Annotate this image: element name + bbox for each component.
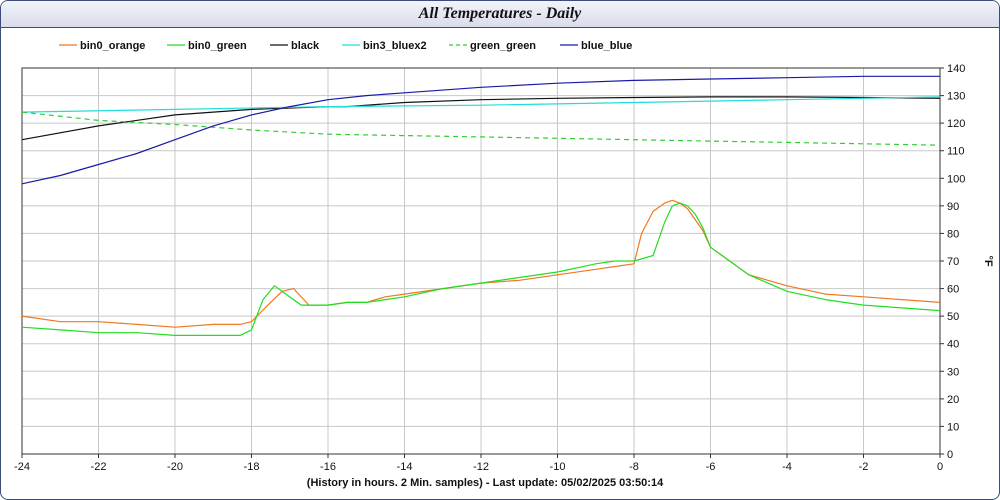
series-line-black [21,96,941,141]
x-tick-label: -8 [629,461,639,473]
x-axis-label: (History in hours. 2 Min. samples) - Las… [307,477,664,489]
x-tick-label: -2 [859,461,869,473]
y-tick-label: 0 [947,449,953,461]
y-tick-label: 10 [947,421,959,433]
legend-label-bin0-orange: bin0_orange [80,40,145,52]
y-tick-label: 140 [947,63,965,75]
legend-label-black: black [291,40,320,52]
y-tick-label: 60 [947,284,959,296]
x-tick-label: -14 [397,461,413,473]
series-line-bin3-bluex2 [21,96,941,113]
y-tick-label: 30 [947,366,959,378]
legend-label-green-green: green_green [470,40,536,52]
x-tick-label: -22 [91,461,107,473]
x-tick-label: -6 [706,461,716,473]
y-tick-label: 20 [947,394,959,406]
x-tick-label: -24 [14,461,30,473]
x-tick-label: -4 [782,461,792,473]
y-tick-label: 70 [947,256,959,268]
series-line-bin0-green [21,202,941,336]
series-line-blue-blue [21,75,940,185]
y-tick-label: 120 [947,118,965,130]
legend-label-blue-blue: blue_blue [581,40,632,52]
y-tick-label: 50 [947,311,959,323]
x-tick-label: -12 [473,461,489,473]
y-axis-label: °F [982,255,994,266]
y-tick-label: 130 [947,91,965,103]
x-tick-label: 0 [937,461,943,473]
y-tick-label: 80 [947,228,959,240]
y-tick-label: 110 [947,146,965,158]
y-tick-label: 100 [947,173,965,185]
x-tick-label: -10 [550,461,566,473]
legend-label-bin0-green: bin0_green [188,40,247,52]
x-tick-label: -16 [320,461,336,473]
y-tick-label: 40 [947,339,959,351]
y-tick-label: 90 [947,201,959,213]
title-bar: All Temperatures - Daily [1,1,999,28]
series-line-green-green [21,111,941,146]
x-tick-label: -18 [244,461,260,473]
temperature-chart: -24 -22 -20 -18 -16 -14 -12 -10 -8 -6 -4 -2 00102030… [14,40,994,489]
legend-label-bin3-bluex2: bin3_bluex2 [363,40,427,52]
chart-title: All Temperatures - Daily [418,5,582,22]
x-tick-label: -20 [167,461,183,473]
